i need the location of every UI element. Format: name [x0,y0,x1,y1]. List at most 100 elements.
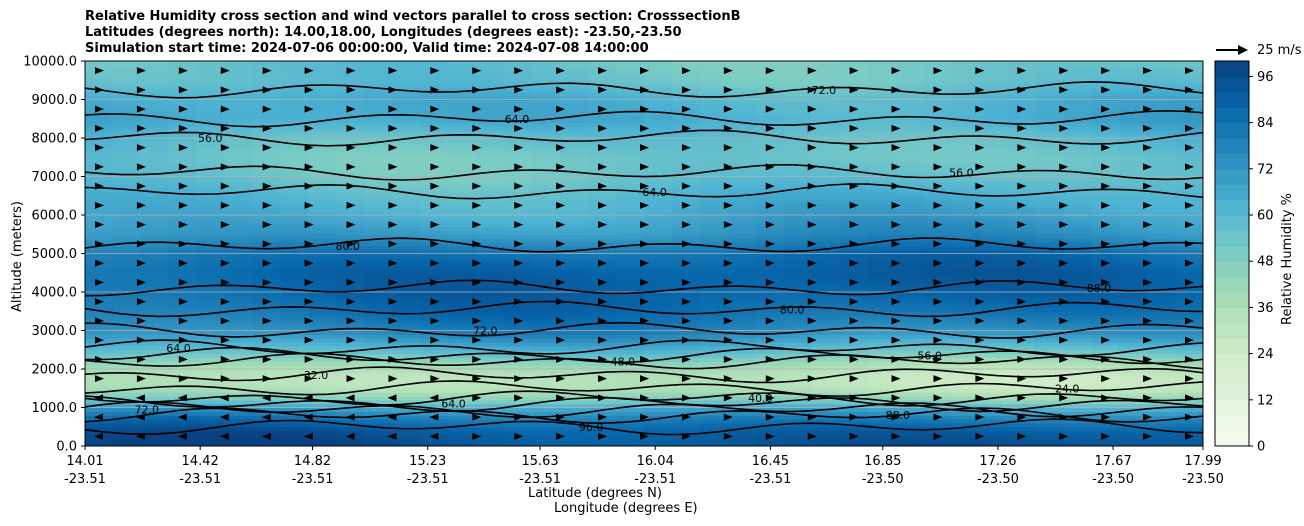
rh-cell [616,149,645,154]
rh-cell [727,114,757,120]
rh-cell [364,157,394,162]
rh-cell [140,357,170,362]
rh-cell [392,380,421,385]
rh-cell [85,99,114,104]
rh-cell [280,292,310,297]
rh-cell [140,322,170,328]
rh-cell [867,184,897,189]
rh-cell [364,372,394,378]
rh-cell [1091,168,1120,174]
rh-cell [364,138,394,143]
rh-cell [476,203,505,208]
chart-title-line-1: Relative Humidity cross section and wind… [85,9,741,24]
rh-cell [1063,114,1092,120]
rh-cell [308,295,338,301]
y-tick-label: 1000.0 [32,401,78,416]
rh-cell [839,276,869,282]
rh-cell [392,91,421,97]
rh-cell [560,426,589,432]
rh-cell [895,188,925,193]
rh-cell [1119,103,1148,108]
rh-cell [867,176,897,181]
rh-cell [1063,180,1092,185]
rh-cell [644,238,673,243]
rh-cell [112,326,142,332]
rh-cell [644,245,673,251]
wind-vector [598,144,608,152]
rh-cell [671,342,701,347]
rh-cell [923,399,953,405]
rh-cell [616,295,645,301]
rh-cell [1119,122,1148,128]
rh-cell [560,211,589,216]
rh-cell [448,369,477,374]
rh-cell [336,403,366,409]
rh-cell [923,130,953,135]
rh-cell [476,111,505,116]
wind-vector [430,124,440,132]
rh-cell [196,141,226,147]
rh-cell [1063,272,1092,278]
rh-cell [951,384,980,389]
rh-cell [364,315,394,320]
rh-cell [951,95,980,101]
rh-cell [85,245,114,251]
rh-cell [224,338,254,343]
rh-cell [1063,161,1092,166]
rh-cell [671,365,701,370]
rh-cell [616,103,645,108]
rh-cell [336,199,366,205]
rh-cell [532,388,561,393]
rh-cell [504,322,533,328]
rh-cell [616,380,645,385]
rh-cell [727,61,757,66]
rh-cell [783,415,813,420]
rh-cell [392,388,421,393]
rh-cell [336,426,366,432]
rh-cell [588,84,617,89]
rh-cell [755,91,785,97]
rh-cell [1007,345,1036,351]
rh-cell [979,99,1008,104]
contour-line [85,109,1203,128]
rh-cell [811,318,841,324]
rh-cell [336,130,366,135]
rh-cell [140,199,170,205]
rh-cell [168,334,198,339]
wind-vector [388,86,398,94]
rh-cell [727,199,757,205]
rh-cell [168,303,198,308]
rh-cell [196,276,226,282]
wind-vector [598,298,608,306]
rh-cell [1147,134,1176,139]
rh-cell [783,176,813,181]
rh-cell [504,365,533,370]
rh-cell [811,380,841,385]
rh-cell [839,153,869,158]
rh-cell [448,261,477,266]
rh-cell [1007,411,1036,416]
wind-reference-label: 25 m/s [1257,43,1302,58]
rh-cell [392,95,421,101]
rh-cell [140,184,170,189]
rh-cell [224,87,254,93]
rh-cell [895,311,925,316]
rh-cell [867,157,897,162]
rh-cell [755,322,785,328]
rh-cell [1091,161,1120,166]
rh-cell [476,72,505,77]
rh-cell [1091,268,1120,274]
rh-cell [895,388,925,393]
rh-cell [783,361,813,366]
rh-cell [224,72,254,77]
rh-cell [392,76,421,81]
rh-cell [532,353,561,359]
rh-cell [783,345,813,351]
wind-vector [1101,432,1111,440]
rh-cell [112,376,142,382]
wind-vector [1059,86,1069,94]
rh-cell [364,168,394,174]
rh-cell [1147,168,1176,174]
rh-cell [252,311,282,316]
